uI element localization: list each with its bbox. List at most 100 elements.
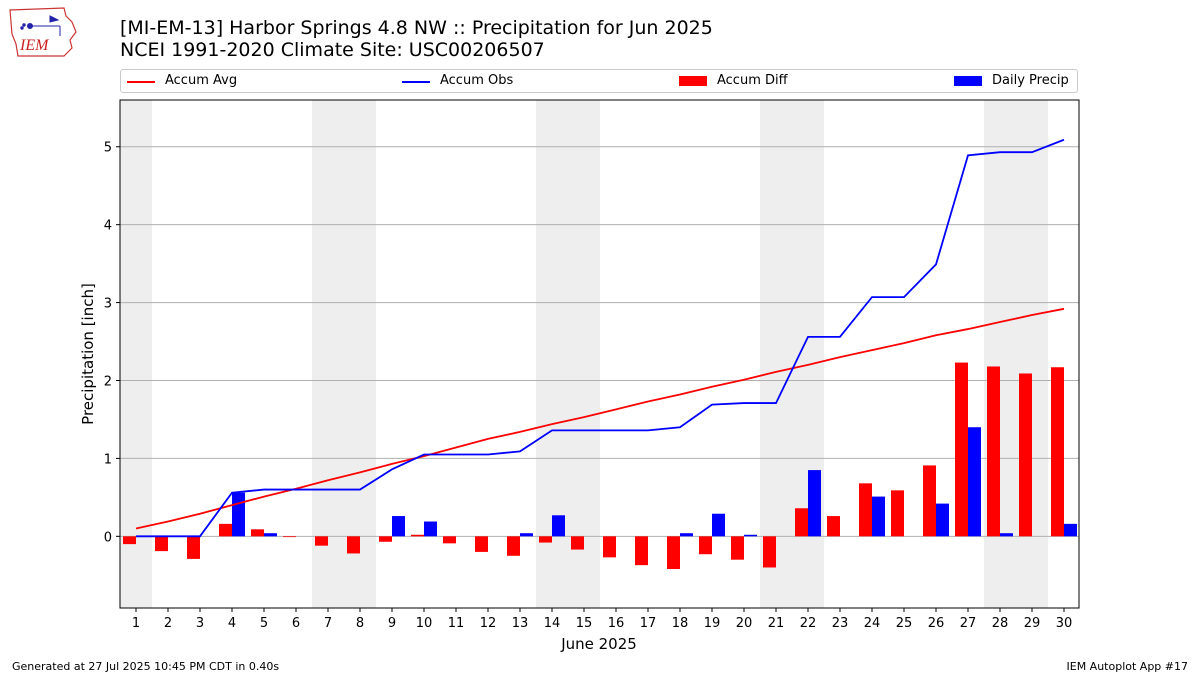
- daily-precip-bar: [1064, 523, 1077, 537]
- weather-station-icon: [20, 15, 61, 36]
- legend-swatch-accum-diff: [679, 76, 707, 86]
- x-tick-label: 7: [324, 616, 332, 631]
- x-tick-label: 2: [164, 616, 172, 631]
- x-tick-label: 4: [228, 616, 236, 631]
- accum-diff-bar: [379, 536, 392, 542]
- daily-precip-bar: [808, 470, 821, 537]
- accum-diff-bar: [923, 465, 936, 537]
- logo-text: IEM: [19, 37, 50, 54]
- accum-diff-bar: [539, 536, 552, 543]
- weekend-band-1: [120, 100, 152, 608]
- accum-diff-bar: [123, 536, 136, 545]
- daily-precip-bar: [424, 521, 437, 537]
- daily-precip-bar: [392, 516, 405, 537]
- x-tick-label: 25: [896, 616, 913, 631]
- accum-diff-bar: [827, 516, 840, 537]
- weekend-band-15: [568, 100, 600, 608]
- daily-precip-bar: [744, 534, 757, 537]
- y-tick-label: 4: [104, 219, 112, 234]
- accum-diff-bar: [731, 536, 744, 560]
- x-tick-label: 21: [768, 616, 785, 631]
- accum-obs-line: [136, 138, 1065, 538]
- x-tick-label: 26: [928, 616, 945, 631]
- legend-label-daily-precip: Daily Precip: [992, 73, 1069, 88]
- accum-diff-bar: [219, 523, 232, 537]
- x-tick-label: 15: [576, 616, 593, 631]
- x-tick-label: 19: [704, 616, 721, 631]
- x-tick-label: 24: [864, 616, 881, 631]
- x-tick-label: 3: [196, 616, 204, 631]
- accum-diff-bar: [891, 490, 904, 537]
- legend-swatch-accum-obs: [402, 81, 430, 83]
- accum-diff-bar: [155, 536, 168, 552]
- daily-precip-bar: [712, 513, 725, 537]
- accum-diff-bar: [251, 529, 264, 537]
- accum-diff-bar: [347, 536, 360, 554]
- accum-diff-bar: [603, 536, 616, 558]
- daily-precip-bar: [520, 533, 533, 537]
- x-tick-label: 14: [544, 616, 561, 631]
- y-tick-label: 2: [104, 374, 112, 389]
- x-tick-label: 12: [480, 616, 497, 631]
- daily-precip-bar: [1000, 533, 1013, 537]
- accum-diff-bar: [187, 536, 200, 559]
- accum-diff-bar: [699, 536, 712, 555]
- y-tick-label: 1: [104, 452, 112, 467]
- daily-precip-bar: [936, 503, 949, 537]
- legend-label-accum-diff: Accum Diff: [717, 73, 788, 88]
- app-credit: IEM Autoplot App #17: [1066, 660, 1189, 673]
- grid-layer: [120, 146, 1079, 537]
- x-tick-label: 28: [992, 616, 1009, 631]
- weekend-band-8: [344, 100, 376, 608]
- daily-precip-bar: [680, 533, 693, 537]
- generated-timestamp: Generated at 27 Jul 2025 10:45 PM CDT in…: [12, 660, 280, 673]
- x-tick-label: 23: [832, 616, 849, 631]
- iem-logo: IEM: [9, 7, 77, 57]
- daily-precip-bar: [968, 427, 981, 537]
- x-tick-label: 18: [672, 616, 689, 631]
- accum-diff-bar: [283, 536, 296, 538]
- x-axis-label: June 2025: [560, 635, 637, 653]
- x-tick-label: 22: [800, 616, 817, 631]
- plot-frame: [119, 99, 1080, 609]
- x-tick-label: 27: [960, 616, 977, 631]
- legend-label-accum-obs: Accum Obs: [440, 73, 514, 88]
- daily-precip-bar: [872, 496, 885, 537]
- x-tick-label: 13: [512, 616, 529, 631]
- daily-precip-bar: [232, 492, 245, 537]
- iowa-state-outline: [9, 7, 77, 57]
- x-tick-label: 29: [1024, 616, 1041, 631]
- accum-diff-bar: [795, 508, 808, 537]
- accum-diff-bar: [763, 536, 776, 568]
- line-layer: [135, 138, 1065, 538]
- bar-layer: [123, 362, 1077, 570]
- weekend-band-21: [760, 100, 792, 608]
- y-tick-label: 3: [104, 297, 112, 312]
- weekend-band-7: [312, 100, 344, 608]
- accum-diff-bar: [571, 536, 584, 550]
- y-tick-label: 0: [104, 530, 112, 545]
- legend: Accum Avg Accum Obs Accum Diff Daily Pre…: [120, 69, 1078, 93]
- x-tick-label: 9: [388, 616, 396, 631]
- chart-title: [MI-EM-13] Harbor Springs 4.8 NW :: Prec…: [120, 17, 713, 39]
- accum-diff-bar: [635, 536, 648, 566]
- x-tick-label: 6: [292, 616, 300, 631]
- x-tick-label: 16: [608, 616, 625, 631]
- x-tick-label: 17: [640, 616, 657, 631]
- legend-swatch-daily-precip: [954, 76, 982, 86]
- y-axis-label: Precipitation [inch]: [79, 283, 97, 425]
- accum-diff-bar: [507, 536, 520, 556]
- x-tick-label: 20: [736, 616, 753, 631]
- accum-diff-bar: [955, 362, 968, 537]
- legend-label-accum-avg: Accum Avg: [165, 73, 238, 88]
- accum-diff-bar: [1019, 373, 1032, 537]
- daily-precip-bar: [264, 533, 277, 537]
- accum-diff-bar: [987, 366, 1000, 537]
- y-tick-label: 5: [104, 141, 112, 156]
- accum-diff-bar: [667, 536, 680, 570]
- x-tick-label: 8: [356, 616, 364, 631]
- accum-diff-bar: [411, 534, 424, 537]
- accum-diff-bar: [315, 536, 328, 546]
